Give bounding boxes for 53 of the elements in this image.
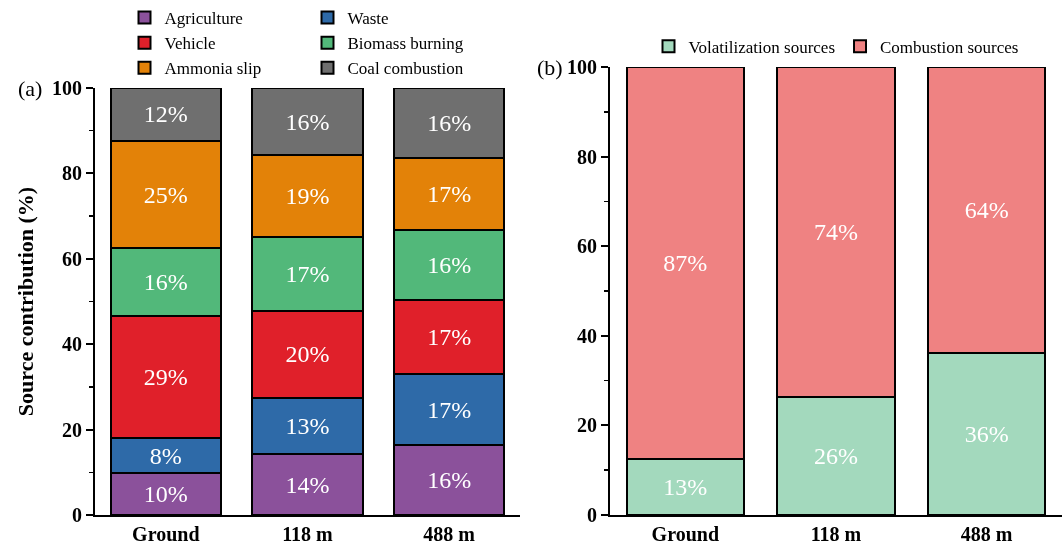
- data-label: 20%: [285, 341, 330, 368]
- legend-label: Ammonia slip: [164, 59, 262, 79]
- data-label: 17%: [427, 180, 472, 207]
- x-tick-label: 488 m: [960, 523, 1013, 545]
- data-label: 14%: [285, 471, 330, 498]
- data-label: 64%: [964, 197, 1009, 224]
- data-label: 29%: [143, 363, 188, 390]
- y-tick-label: 0: [587, 504, 597, 526]
- data-label: 16%: [427, 251, 472, 278]
- data-label: 16%: [143, 268, 188, 295]
- y-tick-label: 80: [62, 162, 82, 185]
- legend-label: Biomass burning: [347, 34, 464, 54]
- y-axis-title: Source contribution (%): [13, 186, 39, 417]
- data-label: 17%: [285, 261, 330, 288]
- data-label: 17%: [427, 396, 472, 423]
- text: (a): [18, 76, 43, 101]
- y-tick-label: 40: [577, 324, 597, 347]
- data-label: 16%: [427, 467, 472, 494]
- y-tick-label: 40: [62, 333, 82, 356]
- data-label: 10%: [143, 481, 188, 508]
- y-tick-label: 100: [567, 56, 597, 78]
- y-tick-label: 100: [52, 77, 82, 99]
- data-label: 13%: [285, 413, 330, 440]
- data-label: 17%: [427, 323, 472, 350]
- x-tick-label: Ground: [132, 523, 200, 545]
- x-tick-label: 118 m: [810, 523, 862, 545]
- y-tick-label: 60: [62, 247, 82, 270]
- y-tick-label: 0: [72, 504, 82, 526]
- data-label: 36%: [964, 421, 1009, 448]
- y-tick-label: 80: [577, 145, 597, 168]
- x-tick-label: Ground: [651, 523, 720, 545]
- y-tick-label: 20: [577, 414, 597, 437]
- data-label: 16%: [285, 108, 330, 135]
- data-label: 13%: [663, 473, 708, 500]
- legend-label: Waste: [347, 9, 389, 29]
- data-label: 25%: [143, 181, 188, 208]
- data-label: 16%: [427, 110, 472, 137]
- data-label: 26%: [814, 443, 858, 470]
- legend-label: Combustion sources: [880, 37, 1019, 57]
- legend-label: Volatilization sources: [688, 37, 836, 57]
- data-label: 19%: [285, 183, 330, 210]
- text: (b): [537, 55, 563, 80]
- x-tick-label: 118 m: [282, 523, 334, 545]
- legend-label: Vehicle: [164, 34, 216, 54]
- data-label: 8%: [149, 442, 182, 469]
- y-tick-label: 20: [62, 418, 82, 441]
- legend-label: Coal combustion: [347, 59, 464, 79]
- x-tick-label: 488 m: [423, 523, 476, 545]
- data-label: 87%: [663, 249, 708, 276]
- data-label: 74%: [814, 219, 858, 246]
- y-tick-label: 60: [577, 235, 597, 258]
- data-label: 12%: [143, 101, 188, 128]
- legend-label: Agriculture: [164, 9, 243, 29]
